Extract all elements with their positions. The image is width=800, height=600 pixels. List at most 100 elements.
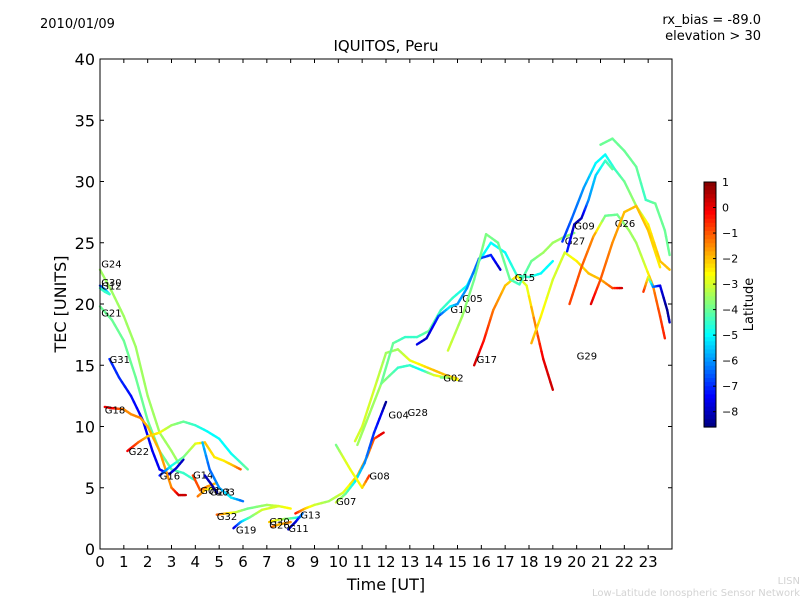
series-g28-segment bbox=[374, 390, 380, 401]
y-tick-label: 35 bbox=[75, 111, 95, 130]
series-g10-segment bbox=[388, 342, 395, 355]
series-g17-segment bbox=[544, 365, 550, 376]
series-g10-segment bbox=[548, 259, 555, 266]
y-tick-label: 20 bbox=[75, 295, 95, 314]
x-tick-label: 12 bbox=[376, 553, 395, 571]
series-g26-segment bbox=[586, 243, 592, 254]
colorbar-tick-label: −6 bbox=[722, 355, 738, 368]
series-g21-segment bbox=[131, 367, 137, 379]
rx-bias-label: rx_bias = -89.0 bbox=[662, 13, 761, 28]
x-tick-label: 1 bbox=[119, 553, 129, 571]
series-g30b-segment bbox=[642, 190, 647, 202]
series-g20b-segment bbox=[602, 259, 608, 272]
series-g15-segment bbox=[475, 255, 482, 270]
series-g29-segment bbox=[554, 264, 560, 274]
series-g30b-segment bbox=[635, 165, 640, 177]
series-label-g14: G14 bbox=[193, 470, 213, 481]
colorbar-strip bbox=[704, 210, 716, 216]
series-g22-segment bbox=[242, 464, 249, 471]
series-label-g08: G08 bbox=[369, 472, 389, 483]
colorbar-strip bbox=[704, 190, 716, 195]
colorbar-tick-label: −2 bbox=[722, 253, 738, 266]
series-label-g12: G12 bbox=[101, 282, 121, 293]
series-g05-segment bbox=[471, 264, 478, 275]
series-g20b-segment bbox=[649, 238, 656, 251]
series-label-g30: G30 bbox=[101, 278, 121, 289]
colorbar-tick-label: −1 bbox=[722, 227, 738, 240]
series-g20b-segment bbox=[611, 233, 617, 244]
series-g21-segment bbox=[125, 348, 131, 361]
series-label-g15: G15 bbox=[515, 273, 535, 284]
series-g21-segment bbox=[146, 419, 152, 430]
series-g28-segment bbox=[368, 405, 374, 416]
colorbar-strip bbox=[704, 182, 716, 187]
series-g30b-segment bbox=[667, 247, 671, 257]
series-g13-segment bbox=[380, 431, 385, 436]
colorbar-strip bbox=[704, 202, 716, 208]
x-tick-label: 19 bbox=[543, 553, 562, 571]
x-tick-label: 15 bbox=[448, 553, 467, 571]
series-g27-segment bbox=[579, 186, 586, 197]
x-tick-label: 16 bbox=[472, 553, 491, 571]
series-g17-segment bbox=[530, 305, 535, 319]
colorbar-strip bbox=[704, 341, 716, 346]
series-g17-segment bbox=[540, 350, 545, 361]
colorbar-strip bbox=[704, 288, 716, 293]
colorbar-strip bbox=[704, 271, 716, 277]
colorbar-strip bbox=[704, 349, 716, 355]
series-g05-segment bbox=[468, 272, 475, 282]
series-label-g11: G11 bbox=[288, 524, 308, 535]
series-g30b-segment bbox=[639, 182, 645, 193]
series-g04-segment bbox=[375, 370, 382, 382]
x-tick-label: 11 bbox=[353, 553, 372, 571]
series-g24-segment bbox=[146, 394, 152, 407]
series-g07-segment bbox=[368, 439, 373, 450]
watermark-network: Low-Latitude Ionospheric Sensor Network bbox=[592, 588, 800, 599]
series-g17-segment bbox=[549, 380, 555, 391]
colorbar-strip bbox=[704, 406, 716, 412]
colorbar-strip bbox=[704, 365, 716, 371]
watermark-lisn: LISN bbox=[777, 576, 800, 587]
series-g29-segment bbox=[545, 287, 552, 300]
series-g04-segment bbox=[366, 397, 373, 410]
series-g15-segment bbox=[461, 305, 467, 318]
x-tick-label: 0 bbox=[95, 553, 105, 571]
series-g15-segment bbox=[446, 340, 453, 352]
series-g17-segment bbox=[536, 334, 541, 346]
series-g20b-segment bbox=[605, 250, 611, 263]
series-g16-segment bbox=[237, 467, 242, 471]
x-tick-label: 6 bbox=[238, 553, 248, 571]
series-g15-segment bbox=[481, 232, 488, 247]
colorbar-strip bbox=[704, 284, 716, 289]
elevation-label: elevation > 30 bbox=[665, 29, 761, 44]
series-g28-segment bbox=[371, 397, 377, 408]
series-g20b-segment bbox=[608, 241, 614, 254]
colorbar-tick-label: 0 bbox=[722, 202, 729, 215]
y-tick-label: 15 bbox=[75, 356, 95, 375]
series-g29-segment bbox=[551, 271, 558, 281]
x-tick-label: 5 bbox=[214, 553, 224, 571]
colorbar-strip bbox=[704, 345, 716, 351]
series-g24-segment bbox=[152, 413, 158, 425]
series-g24-segment bbox=[128, 330, 134, 341]
series-g18-segment bbox=[161, 458, 167, 471]
series-g17-segment bbox=[525, 284, 531, 298]
x-tick-label: 4 bbox=[191, 553, 201, 571]
series-g18-segment bbox=[158, 449, 164, 462]
series-g31-segment bbox=[180, 458, 185, 463]
y-tick-label: 5 bbox=[85, 479, 95, 498]
colorbar-strip bbox=[704, 206, 716, 212]
series-g26-segment bbox=[580, 258, 586, 269]
y-tick-label: 30 bbox=[75, 173, 95, 192]
series-g17-segment bbox=[482, 331, 488, 342]
series-g26-segment bbox=[571, 284, 577, 297]
x-tick-label: 8 bbox=[286, 553, 296, 571]
colorbar-strip bbox=[704, 316, 716, 322]
series-label-g13: G13 bbox=[300, 511, 320, 522]
colorbar-strip bbox=[704, 308, 716, 314]
series-g15-segment bbox=[502, 259, 509, 272]
x-tick-label: 7 bbox=[262, 553, 272, 571]
series-g24-segment bbox=[134, 345, 140, 361]
series-g29-segment bbox=[548, 278, 555, 290]
series-g18-segment bbox=[167, 477, 173, 489]
